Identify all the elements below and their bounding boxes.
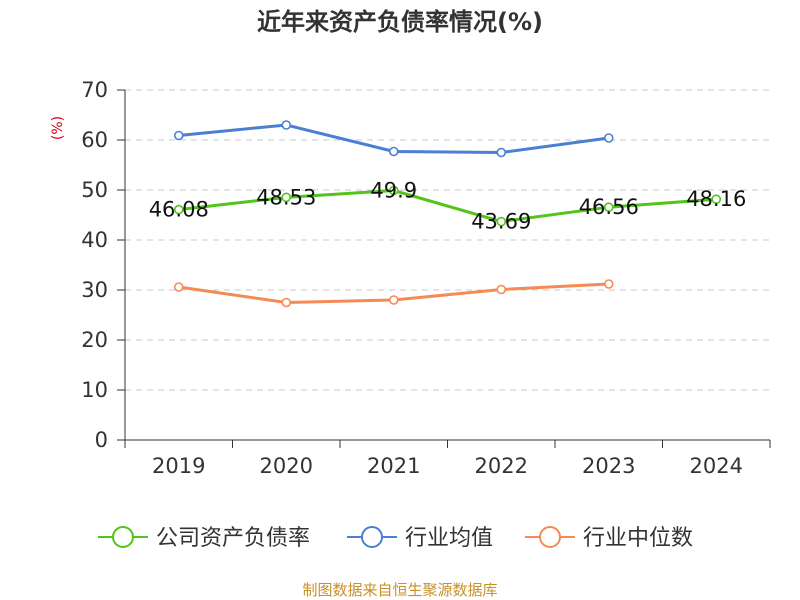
data-point: [388, 146, 399, 157]
legend-item: 公司资产负债率: [98, 526, 310, 551]
data-point: [496, 147, 507, 158]
source-note: 制图数据来自恒生聚源数据库: [302, 581, 497, 599]
data-label: 49.9: [370, 179, 417, 203]
x-tick-label: 2020: [260, 454, 313, 478]
y-tick-label: 10: [81, 378, 108, 402]
data-label: 46.56: [579, 195, 639, 219]
y-tick-label: 60: [81, 128, 108, 152]
x-tick-label: 2023: [582, 454, 635, 478]
data-point: [173, 204, 184, 215]
legend-marker: [539, 526, 561, 548]
legend: 公司资产负债率 行业均值 行业中位数: [98, 526, 693, 551]
legend-item: 行业中位数: [525, 526, 693, 551]
series-lines: [173, 120, 722, 308]
legend-item: 行业均值: [347, 526, 493, 551]
data-point: [496, 284, 507, 295]
data-point: [281, 192, 292, 203]
x-tick-label: 2021: [367, 454, 420, 478]
data-point: [603, 279, 614, 289]
y-tick-label: 20: [81, 328, 108, 352]
data-point: [173, 130, 184, 141]
data-label: 43.69: [471, 210, 531, 234]
data-point: [388, 295, 399, 305]
x-tick-label: 2022: [475, 454, 528, 478]
chart-title: 近年来资产负债率情况(%): [257, 8, 543, 36]
series-line: [178, 189, 717, 224]
data-point: [281, 120, 292, 130]
y-tick-label: 0: [95, 428, 108, 452]
y-tick-label: 50: [81, 178, 108, 202]
x-tick-label: 2019: [152, 454, 205, 478]
legend-label: 行业中位数: [583, 526, 693, 551]
legend-marker: [361, 526, 383, 548]
legend-label: 行业均值: [405, 526, 493, 551]
x-tick-label: 2024: [690, 454, 743, 478]
data-point: [388, 185, 399, 196]
legend-marker: [112, 526, 134, 548]
data-point: [711, 194, 722, 204]
data-label: 48.16: [686, 187, 746, 211]
y-tick-label: 70: [81, 78, 108, 102]
y-tick-label: 40: [81, 228, 108, 252]
data-point: [496, 216, 507, 227]
data-point: [281, 297, 292, 308]
data-label: 48.53: [256, 185, 316, 209]
data-point: [173, 282, 184, 292]
data-point: [603, 202, 614, 212]
legend-label: 公司资产负债率: [156, 526, 310, 551]
axes: 0 10 20 30 40 50 60 70 2019 2020 2021 2022 2023 2024: [81, 78, 771, 478]
y-axis-label: (%): [50, 116, 66, 140]
data-label: 46.08: [149, 198, 209, 222]
data-point: [603, 133, 614, 143]
gridlines: [125, 89, 770, 391]
data-labels: 46.08 48.53 49.9 43.69 46.56 48.16: [149, 179, 747, 234]
y-tick-label: 30: [81, 278, 108, 302]
